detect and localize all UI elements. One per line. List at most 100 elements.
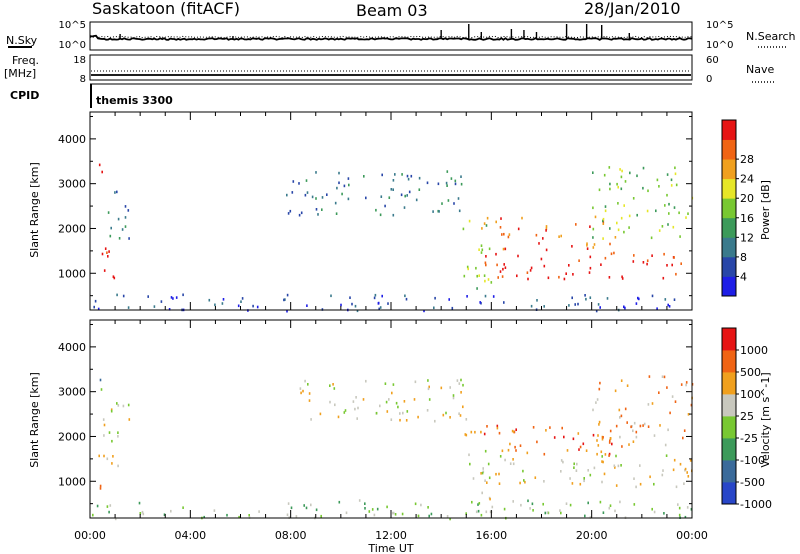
data-cell bbox=[406, 174, 409, 178]
data-cell bbox=[107, 255, 109, 258]
data-cell bbox=[513, 430, 515, 434]
data-cell bbox=[609, 437, 612, 440]
data-cell bbox=[602, 217, 605, 221]
data-cell bbox=[352, 400, 355, 403]
data-cell bbox=[182, 506, 184, 509]
data-cell bbox=[619, 500, 621, 504]
data-cell bbox=[484, 261, 487, 265]
data-cell bbox=[182, 293, 184, 297]
data-cell bbox=[684, 467, 687, 471]
data-cell bbox=[101, 252, 104, 256]
data-cell bbox=[620, 216, 623, 220]
data-cell bbox=[661, 375, 664, 378]
data-cell bbox=[289, 209, 292, 213]
data-cell bbox=[521, 216, 523, 220]
data-cell bbox=[661, 473, 664, 477]
data-cell bbox=[687, 413, 690, 416]
data-cell bbox=[434, 419, 436, 423]
data-cell bbox=[124, 216, 127, 219]
data-cell bbox=[355, 396, 357, 399]
data-cell bbox=[491, 505, 494, 509]
data-cell bbox=[592, 236, 594, 239]
data-cell bbox=[608, 166, 611, 169]
data-cell bbox=[426, 181, 429, 185]
data-cell bbox=[621, 445, 623, 448]
data-cell bbox=[668, 202, 670, 206]
data-cell bbox=[341, 192, 343, 196]
data-cell bbox=[619, 416, 621, 419]
data-cell bbox=[667, 303, 669, 307]
data-cell bbox=[338, 181, 340, 185]
velocity-y-ticks: 1000 2000 3000 4000 bbox=[58, 323, 692, 505]
colorbar-segment bbox=[722, 482, 736, 505]
data-cell bbox=[291, 191, 294, 194]
data-cell bbox=[98, 163, 101, 167]
data-cell bbox=[465, 433, 468, 437]
data-cell bbox=[529, 269, 532, 272]
data-cell bbox=[305, 506, 308, 510]
data-cell bbox=[453, 202, 455, 205]
data-cell bbox=[320, 514, 322, 518]
data-cell bbox=[484, 279, 486, 283]
data-cell bbox=[466, 265, 469, 269]
data-cell bbox=[642, 166, 645, 170]
data-cell bbox=[127, 209, 130, 212]
data-cell bbox=[575, 469, 578, 472]
data-cell bbox=[418, 176, 421, 180]
data-cell bbox=[496, 263, 498, 267]
data-cell bbox=[624, 306, 626, 310]
data-cell bbox=[665, 454, 668, 457]
data-cell bbox=[349, 296, 351, 299]
freq-right-tick-bottom: 0 bbox=[706, 74, 712, 85]
data-cell bbox=[213, 509, 216, 512]
data-cell bbox=[428, 385, 430, 389]
colorbar-tick-label: 12 bbox=[740, 231, 754, 244]
data-cell bbox=[356, 309, 359, 313]
station-title: Saskatoon (fitACF) bbox=[92, 0, 240, 18]
data-cell bbox=[636, 213, 638, 217]
data-cell bbox=[338, 171, 340, 175]
data-cell bbox=[624, 407, 627, 411]
data-cell bbox=[530, 304, 533, 308]
data-cell bbox=[689, 459, 692, 462]
data-cell bbox=[488, 247, 491, 251]
data-cell bbox=[410, 174, 413, 178]
data-cell bbox=[343, 411, 346, 414]
data-cell bbox=[599, 500, 602, 504]
data-cell bbox=[686, 506, 689, 509]
data-cell bbox=[449, 517, 451, 521]
data-cell bbox=[663, 252, 665, 256]
data-cell bbox=[448, 298, 450, 301]
data-cell bbox=[534, 476, 537, 479]
data-cell bbox=[514, 445, 516, 449]
data-cell bbox=[503, 507, 506, 511]
data-cell bbox=[460, 391, 462, 394]
data-cell bbox=[658, 185, 660, 188]
data-cell bbox=[480, 513, 483, 517]
data-cell bbox=[480, 430, 482, 434]
data-cell bbox=[588, 271, 591, 274]
data-cell bbox=[614, 389, 617, 393]
data-cell bbox=[575, 223, 577, 226]
data-cell bbox=[481, 471, 484, 475]
data-cell bbox=[479, 301, 481, 304]
data-cell bbox=[388, 196, 391, 199]
data-cell bbox=[447, 199, 450, 202]
colorbar-segment bbox=[722, 394, 736, 417]
data-cell bbox=[306, 191, 309, 194]
data-cell bbox=[117, 464, 119, 468]
data-cell bbox=[500, 217, 502, 220]
data-cell bbox=[609, 439, 611, 443]
data-cell bbox=[687, 212, 689, 215]
data-cell bbox=[460, 175, 462, 178]
data-cell bbox=[379, 404, 381, 408]
data-cell bbox=[569, 477, 571, 480]
data-cell bbox=[504, 458, 506, 462]
data-cell bbox=[609, 504, 612, 507]
data-cell bbox=[365, 379, 367, 383]
data-cell bbox=[128, 418, 131, 421]
data-cell bbox=[348, 183, 350, 187]
colorbar-tick-label: -1000 bbox=[740, 498, 772, 511]
colorbar-tick-label: -100 bbox=[740, 454, 765, 467]
data-cell bbox=[686, 471, 688, 474]
